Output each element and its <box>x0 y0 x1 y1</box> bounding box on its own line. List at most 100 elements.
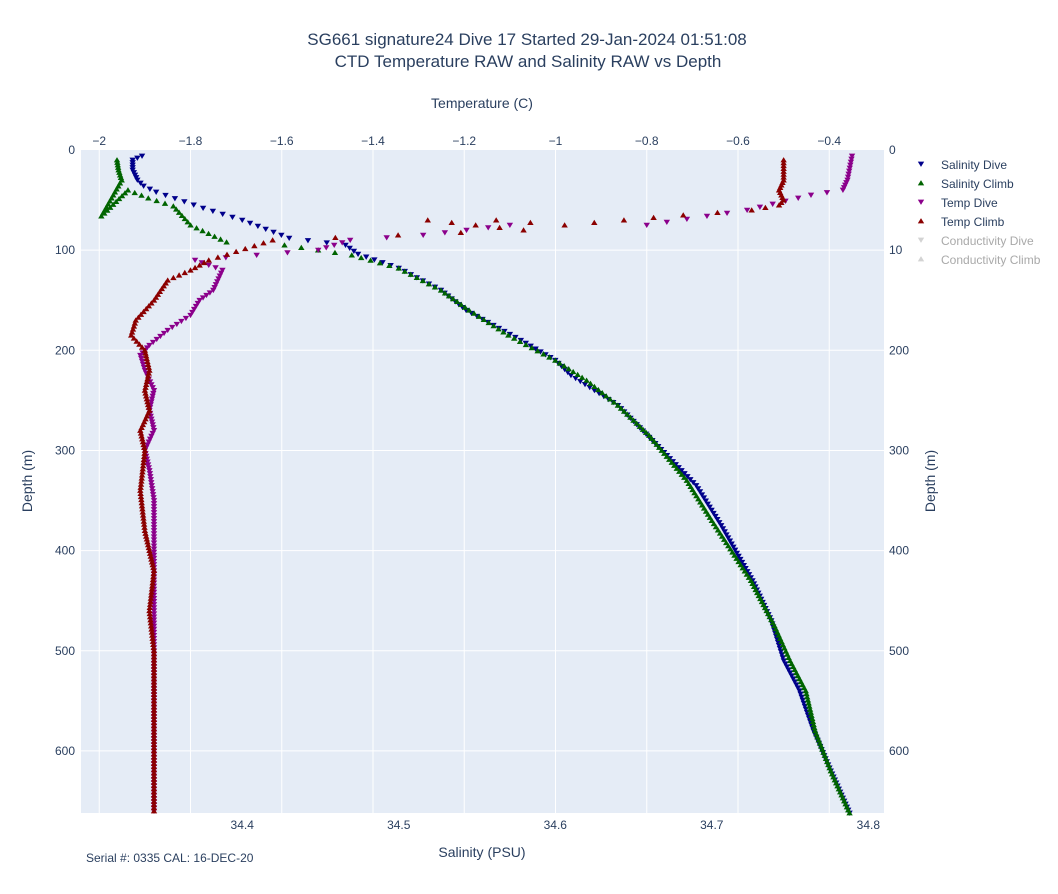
temp-climb-point <box>150 694 158 701</box>
temp-climb-point <box>150 726 158 732</box>
salinity-dive-point <box>728 541 735 547</box>
legend-item-temp-dive[interactable]: Temp Dive <box>917 196 998 210</box>
salinity-climb-point <box>445 293 453 299</box>
temp-climb-point <box>251 242 258 249</box>
salinity-dive-point <box>696 489 704 495</box>
salinity-climb-point <box>522 341 530 348</box>
temp-climb-point <box>146 604 153 611</box>
temp-climb-point <box>394 232 402 238</box>
salinity-dive-point <box>527 343 534 349</box>
temp-climb-point <box>139 462 147 469</box>
salinity-dive-point <box>702 498 709 504</box>
temp-climb-point <box>139 436 146 442</box>
temp-dive-point <box>150 537 158 543</box>
salinity-dive-point <box>577 378 584 385</box>
salinity-dive-point <box>774 639 782 646</box>
temp-climb-point <box>181 269 188 276</box>
salinity-dive-point <box>162 192 169 199</box>
salinity-climb-point <box>104 207 111 213</box>
legend-item-temp-climb[interactable]: Temp Climb <box>917 215 1005 229</box>
temp-climb-point <box>138 496 145 503</box>
salinity-climb-point <box>810 721 817 728</box>
temp-climb-point <box>144 358 151 365</box>
salinity-dive-point <box>733 550 741 556</box>
salinity-dive-point <box>684 474 691 480</box>
temp-climb-point <box>137 493 145 500</box>
temp-dive-point <box>212 265 219 271</box>
salinity-dive-point <box>567 372 575 379</box>
temp-climb-point <box>150 567 158 574</box>
temp-dive-point <box>153 336 160 343</box>
temp-dive-point <box>284 250 291 256</box>
temp-climb-point <box>148 300 155 306</box>
temp-climb-point <box>150 751 158 757</box>
salinity-climb-point <box>124 187 132 193</box>
legend-label-temp-climb: Temp Climb <box>941 215 1005 229</box>
temp-climb-point <box>748 207 755 213</box>
legend-item-conductivity-climb[interactable]: Conductivity Climb <box>917 253 1041 267</box>
temp-climb-point <box>147 620 155 626</box>
temp-climb-point <box>139 466 146 472</box>
salinity-climb-point <box>115 195 123 202</box>
salinity-climb-point <box>187 222 194 228</box>
temp-dive-point <box>703 213 711 219</box>
legend-marker-conductivity-dive <box>917 237 925 243</box>
temp-climb-point <box>150 744 158 751</box>
salinity-dive-point <box>780 658 788 664</box>
salinity-dive-point <box>786 670 794 676</box>
temp-dive-point <box>848 156 855 162</box>
temp-climb-point <box>223 251 231 257</box>
temp-climb-point <box>148 586 156 592</box>
legend-label-conductivity-dive: Conductivity Dive <box>941 234 1034 248</box>
temp-climb-point <box>620 217 628 223</box>
salinity-climb-point <box>184 219 191 225</box>
legend-item-salinity-dive[interactable]: Salinity Dive <box>917 158 1008 172</box>
salinity-climb-point <box>401 268 408 274</box>
temp-climb-point <box>150 719 158 726</box>
temp-climb-point <box>232 248 240 254</box>
salinity-climb-point <box>465 307 473 313</box>
salinity-dive-point <box>782 661 789 667</box>
temp-climb-point <box>150 672 158 679</box>
salinity-dive-point <box>724 535 732 541</box>
temperature-tick-label: −0.8 <box>635 134 659 148</box>
temp-dive-point <box>148 433 155 440</box>
temp-dive-point <box>846 168 853 174</box>
depth-tick-label-left: 100 <box>55 243 75 257</box>
legend-item-salinity-climb[interactable]: Salinity Climb <box>917 177 1014 191</box>
legend-item-conductivity-dive[interactable]: Conductivity Dive <box>917 234 1034 248</box>
temp-climb-point <box>141 444 148 450</box>
temp-climb-point <box>591 219 598 226</box>
salinity-tick-label: 34.7 <box>700 818 724 832</box>
temp-dive-point <box>147 474 154 480</box>
salinity-dive-point <box>146 186 154 192</box>
salinity-dive-point <box>199 205 207 211</box>
temp-climb-point <box>138 344 146 350</box>
salinity-dive-point <box>716 520 723 526</box>
salinity-dive-point <box>708 507 715 514</box>
salinity-climb-point <box>565 366 572 372</box>
temp-dive-point <box>146 468 153 474</box>
temp-dive-point <box>148 399 155 405</box>
temp-climb-point <box>150 804 158 811</box>
salinity-dive-point <box>239 217 246 223</box>
salinity-climb-point <box>114 162 121 168</box>
temp-dive-point <box>173 321 181 328</box>
temp-climb-point <box>714 209 721 215</box>
temp-climb-point <box>150 647 158 654</box>
salinity-climb-point <box>808 712 815 718</box>
salinity-climb-point <box>646 432 653 438</box>
temp-climb-point <box>150 710 158 716</box>
temp-climb-point <box>150 685 158 691</box>
temp-climb-point <box>142 384 149 390</box>
salinity-climb-point <box>386 262 393 268</box>
depth-tick-label-left: 500 <box>55 644 75 658</box>
temp-climb-point <box>146 607 153 614</box>
salinity-climb-point <box>636 423 644 429</box>
temp-climb-point <box>146 547 153 554</box>
temp-dive-point <box>150 543 158 549</box>
temp-dive-point <box>150 549 158 556</box>
temp-climb-point <box>127 332 135 338</box>
temp-climb-point <box>137 311 145 317</box>
temp-climb-point <box>496 224 503 231</box>
